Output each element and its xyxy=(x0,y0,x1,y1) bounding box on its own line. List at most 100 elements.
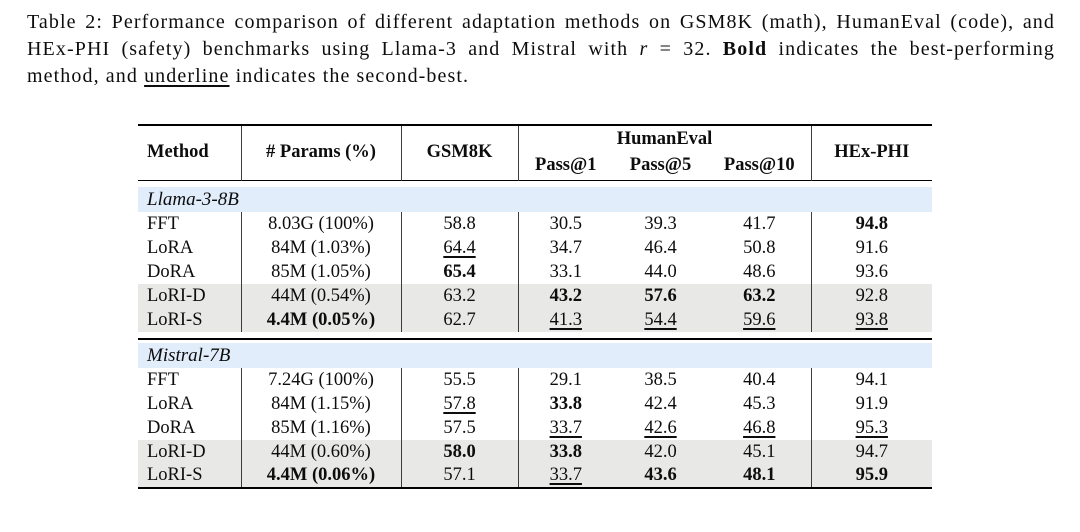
params-cell: 44M (0.60%) xyxy=(241,440,402,464)
col-header-humaneval-group: HumanEval xyxy=(518,125,812,152)
hexphi-cell: 93.8 xyxy=(811,308,932,332)
col-header-hexphi: HEx-PHI xyxy=(834,142,910,163)
col-header-method: Method xyxy=(138,125,242,180)
pass10-cell: 50.8 xyxy=(708,236,812,260)
section-label: Llama-3-8B xyxy=(138,187,932,212)
caption-text-1: Table 2: Performance comparison of diffe… xyxy=(27,11,1055,60)
col-header-pass5: Pass@5 xyxy=(629,155,692,176)
table-row: FFT 7.24G (100%) 55.5 29.1 38.5 40.4 94.… xyxy=(138,368,932,392)
pass1-cell: 30.5 xyxy=(549,213,582,234)
caption-text-3: indicates the best-performing method, an… xyxy=(27,38,1055,87)
pass5-cell: 39.3 xyxy=(644,213,677,234)
caption-bold-word: Bold xyxy=(722,38,768,60)
pass5-cell: 42.6 xyxy=(644,417,677,438)
pass1-cell: 33.8 xyxy=(518,440,613,464)
hexphi-cell: 94.7 xyxy=(811,440,932,464)
table-row: LoRI-D 44M (0.54%) 63.2 43.2 57.6 63.2 9… xyxy=(138,284,932,308)
table-row: LoRI-S 4.4M (0.06%) 57.1 33.7 43.6 48.1 … xyxy=(138,464,932,488)
pass10-cell: 48.6 xyxy=(708,260,812,284)
table-row: DoRA 85M (1.16%) 57.5 33.7 42.6 46.8 95.… xyxy=(138,416,932,440)
pass10-cell: 59.6 xyxy=(708,308,812,332)
gsm8k-cell: 57.1 xyxy=(401,464,519,488)
col-header-pass10: Pass@10 xyxy=(708,152,812,180)
pass1-cell: 41.3 xyxy=(518,308,613,332)
col-header-params: # Params (%) xyxy=(241,125,402,180)
method-cell: LoRA xyxy=(138,236,242,260)
section-divider xyxy=(138,332,932,340)
caption-text-2: = 32. xyxy=(648,38,723,60)
table-row: LoRI-D 44M (0.60%) 58.0 33.8 42.0 45.1 9… xyxy=(138,440,932,464)
hexphi-cell: 95.3 xyxy=(855,417,888,438)
pass5-cell: 38.5 xyxy=(644,369,677,390)
pass1-cell: 33.7 xyxy=(518,464,613,488)
caption-underline-word: underline xyxy=(144,65,230,87)
pass5-cell: 54.4 xyxy=(613,308,708,332)
pass5-cell: 43.6 xyxy=(613,464,708,488)
pass1-cell: 33.8 xyxy=(549,393,582,414)
pass5-cell: 42.4 xyxy=(644,393,677,414)
gsm8k-cell: 65.4 xyxy=(401,260,519,284)
method-cell: LoRI-S xyxy=(138,464,242,488)
performance-table: Method # Params (%) GSM8K HumanEval HEx-… xyxy=(138,124,932,489)
table-header: Method # Params (%) GSM8K HumanEval HEx-… xyxy=(138,125,932,180)
col-header-gsm8k: GSM8K xyxy=(401,125,519,180)
hexphi-cell: 94.8 xyxy=(855,213,888,234)
hexphi-cell: 95.9 xyxy=(811,464,932,488)
pass10-cell: 48.1 xyxy=(708,464,812,488)
spacer-row xyxy=(138,180,932,187)
method-cell: LoRI-D xyxy=(138,284,242,308)
pass10-cell: 45.3 xyxy=(708,392,812,416)
params-cell: 8.03G (100%) xyxy=(241,212,402,236)
col-header-pass1: Pass@1 xyxy=(535,155,597,176)
gsm8k-cell: 64.4 xyxy=(401,236,519,260)
hexphi-cell: 91.6 xyxy=(855,237,888,258)
hexphi-cell: 93.6 xyxy=(855,261,888,282)
section-row-mistral: Mistral-7B xyxy=(138,343,932,368)
method-cell: FFT xyxy=(138,212,242,236)
table-row: LoRA 84M (1.03%) 64.4 34.7 46.4 50.8 91.… xyxy=(138,236,932,260)
header-row-2: Pass@1 Pass@5 Pass@10 xyxy=(138,152,932,180)
gsm8k-cell: 63.2 xyxy=(401,284,519,308)
section-row-llama: Llama-3-8B xyxy=(138,187,932,212)
params-cell: 84M (1.03%) xyxy=(241,236,402,260)
method-cell: DoRA xyxy=(138,416,242,440)
table-body: Llama-3-8B FFT 8.03G (100%) 58.8 30.5 39… xyxy=(138,180,932,488)
params-cell: 85M (1.16%) xyxy=(241,416,402,440)
section-label: Mistral-7B xyxy=(138,343,932,368)
pass1-cell: 33.1 xyxy=(549,261,582,282)
table-row: DoRA 85M (1.05%) 65.4 33.1 44.0 48.6 93.… xyxy=(138,260,932,284)
method-cell: LoRI-D xyxy=(138,440,242,464)
pass5-cell: 44.0 xyxy=(644,261,677,282)
table-row: LoRA 84M (1.15%) 57.8 33.8 42.4 45.3 91.… xyxy=(138,392,932,416)
params-cell: 85M (1.05%) xyxy=(241,260,402,284)
params-cell: 44M (0.54%) xyxy=(241,284,402,308)
hexphi-cell: 91.9 xyxy=(855,393,888,414)
params-cell: 4.4M (0.05%) xyxy=(241,308,402,332)
gsm8k-cell: 55.5 xyxy=(401,368,519,392)
params-cell: 4.4M (0.06%) xyxy=(241,464,402,488)
pass10-cell: 41.7 xyxy=(708,212,812,236)
params-cell: 7.24G (100%) xyxy=(241,368,402,392)
gsm8k-cell: 58.8 xyxy=(401,212,519,236)
table-caption: Table 2: Performance comparison of diffe… xyxy=(27,9,1055,90)
caption-text-4: indicates the second-best. xyxy=(229,65,470,87)
pass5-cell: 57.6 xyxy=(613,284,708,308)
pass1-cell: 29.1 xyxy=(549,369,582,390)
params-cell: 84M (1.15%) xyxy=(241,392,402,416)
header-row-1: Method # Params (%) GSM8K HumanEval HEx-… xyxy=(138,125,932,180)
hexphi-cell: 94.1 xyxy=(855,369,888,390)
pass1-cell: 34.7 xyxy=(549,237,582,258)
pass10-cell: 40.4 xyxy=(708,368,812,392)
method-cell: FFT xyxy=(138,368,242,392)
table-row: FFT 8.03G (100%) 58.8 30.5 39.3 41.7 94.… xyxy=(138,212,932,236)
method-cell: LoRI-S xyxy=(138,308,242,332)
gsm8k-cell: 58.0 xyxy=(401,440,519,464)
pass1-cell: 43.2 xyxy=(518,284,613,308)
hexphi-cell: 92.8 xyxy=(811,284,932,308)
gsm8k-cell: 57.5 xyxy=(401,416,519,440)
table-row: LoRI-S 4.4M (0.05%) 62.7 41.3 54.4 59.6 … xyxy=(138,308,932,332)
pass5-cell: 42.0 xyxy=(613,440,708,464)
pass5-cell: 46.4 xyxy=(644,237,677,258)
method-cell: LoRA xyxy=(138,392,242,416)
